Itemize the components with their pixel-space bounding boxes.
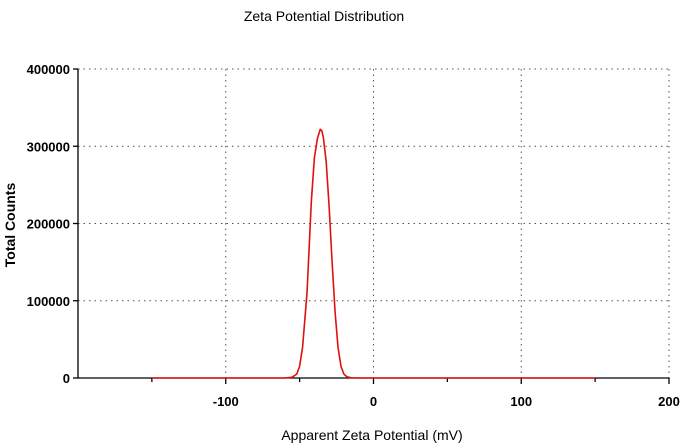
- y-tick-label: 300000: [27, 139, 70, 154]
- axes: [73, 68, 670, 384]
- y-tick-label: 100000: [27, 294, 70, 309]
- tick-labels: 0 100000 200000 300000 400000 -100 0 100 200: [27, 62, 680, 409]
- y-tick-label: 400000: [27, 62, 70, 77]
- series-line-0: [151, 128, 596, 379]
- y-axis-label: Total Counts: [2, 183, 18, 268]
- x-tick-label: 100: [510, 394, 532, 409]
- x-axis-label: Apparent Zeta Potential (mV): [281, 427, 462, 443]
- x-tick-label: 200: [658, 394, 680, 409]
- y-tick-label: 200000: [27, 217, 70, 232]
- y-tick-label: 0: [63, 371, 70, 386]
- chart-title: Zeta Potential Distribution: [244, 8, 404, 24]
- series-layer: [151, 128, 596, 379]
- x-tick-label: -100: [213, 394, 239, 409]
- grid: [78, 68, 670, 378]
- x-tick-label: 0: [370, 394, 377, 409]
